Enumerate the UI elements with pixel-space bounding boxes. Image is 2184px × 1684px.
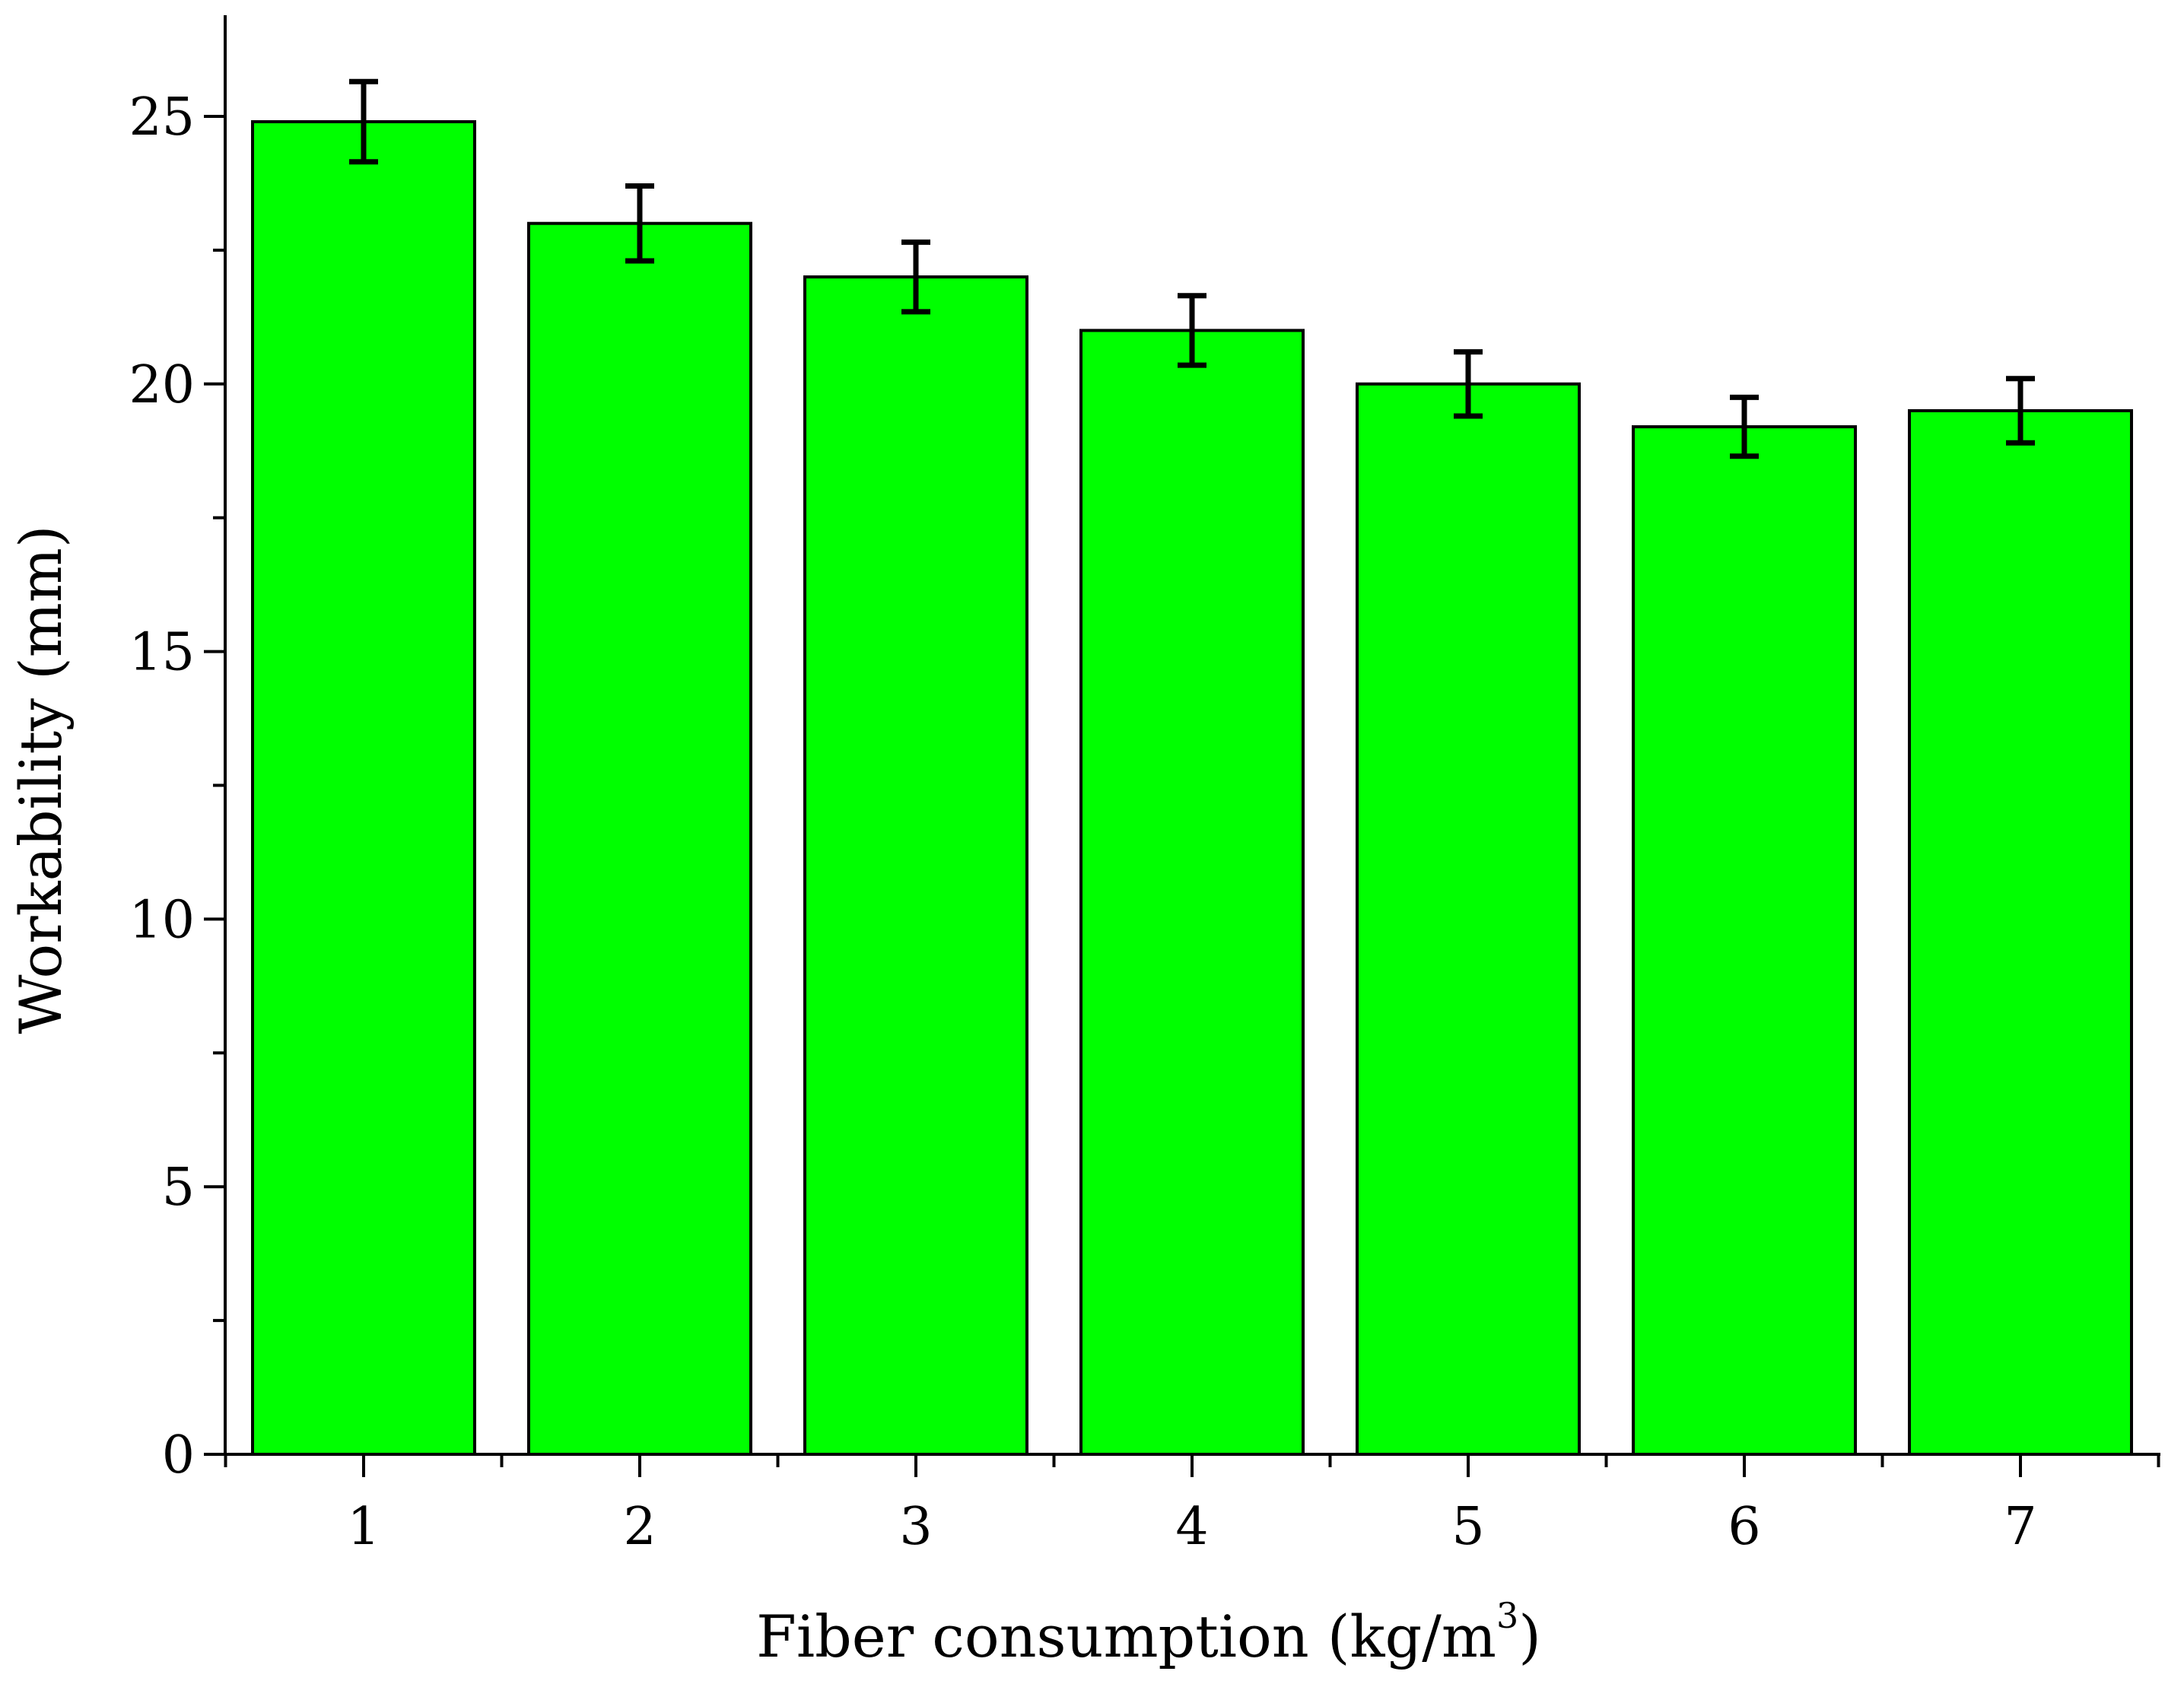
error-bar-2 <box>625 183 654 264</box>
y-tick-labels: 0 5 10 15 20 25 <box>129 87 195 1485</box>
bar-7 <box>1908 408 2133 1456</box>
y-axis-title: Workability (mm) <box>7 525 75 1034</box>
error-bar-5 <box>1454 349 1483 419</box>
error-bar-4 <box>1178 293 1206 368</box>
bar-3 <box>803 275 1028 1457</box>
x-axis-title: Fiber consumption (kg/m3) <box>756 1595 1541 1670</box>
y-tick-label-5: 5 <box>162 1158 195 1218</box>
x-tick-labels: 1 2 3 4 5 6 7 <box>347 1497 2036 1557</box>
x-axis-title-superscript: 3 <box>1496 1595 1518 1636</box>
x-tick-label-7: 7 <box>2004 1497 2036 1557</box>
x-axis-title-main: Fiber consumption (kg/m <box>756 1603 1496 1670</box>
error-bar-1 <box>349 78 378 165</box>
bars-group <box>251 120 2133 1457</box>
bar-5 <box>1356 382 1581 1456</box>
error-bar-3 <box>901 239 930 315</box>
x-axis-title-suffix: ) <box>1518 1603 1541 1670</box>
y-tick-label-15: 15 <box>129 623 195 683</box>
bar-2 <box>527 221 752 1457</box>
error-bars-group <box>349 78 2035 459</box>
x-tick-label-6: 6 <box>1728 1497 1760 1557</box>
y-tick-label-10: 10 <box>129 890 195 950</box>
error-bar-7 <box>2006 376 2035 446</box>
y-tick-label-20: 20 <box>129 355 195 415</box>
bar-1 <box>251 120 476 1456</box>
x-tick-label-1: 1 <box>347 1497 380 1557</box>
x-tick-label-2: 2 <box>623 1497 656 1557</box>
x-tick-label-4: 4 <box>1175 1497 1208 1557</box>
error-bar-6 <box>1730 394 1759 459</box>
bar-6 <box>1632 425 1857 1456</box>
axes-group <box>204 15 2160 1477</box>
y-tick-label-0: 0 <box>162 1425 195 1485</box>
x-tick-label-3: 3 <box>899 1497 932 1557</box>
bar-4 <box>1079 329 1305 1457</box>
x-tick-label-5: 5 <box>1451 1497 1484 1557</box>
y-tick-label-25: 25 <box>129 87 195 148</box>
